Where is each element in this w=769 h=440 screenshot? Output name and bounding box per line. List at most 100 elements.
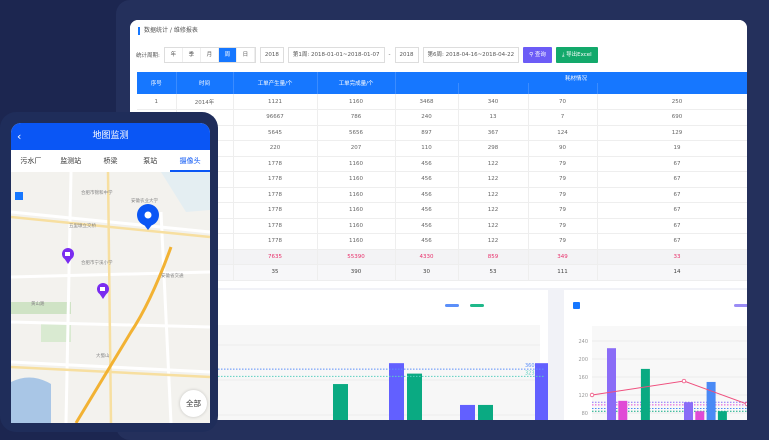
reference-label: 323 [525,370,535,376]
table-cell: 456 [395,218,459,234]
period-day[interactable]: 日 [237,48,255,62]
table-cell: 4330 [395,249,459,265]
table-cell: 122 [458,202,529,219]
breadcrumb: 数据统计 / 维修报表 [138,27,198,35]
table-row: 220 207 110 298 90 19 [137,140,747,157]
table-row: 1778 1160 456 122 79 67 [137,233,747,250]
y-tick-label: 160 [578,375,588,381]
work-order-chart: 360 323 [215,290,548,420]
table-cell: 111 [528,264,598,281]
show-all-button[interactable]: 全部 [180,390,207,417]
table-cell: 220 [233,140,318,157]
period-week[interactable]: 周 [218,48,237,62]
table-cell: 79 [528,156,598,172]
table-row: 1778 1160 456 122 79 67 [137,218,747,234]
camera-marker-icon[interactable] [97,283,109,299]
table-cell: 1121 [233,94,318,110]
table-row: 1778 1160 456 122 79 67 [137,202,747,219]
table-cell: 456 [395,156,459,172]
end-year-input[interactable]: 2018 [394,47,419,63]
period-quarter[interactable]: 季 [183,48,201,62]
end-week-select[interactable]: 第6周: 2018-04-16~2018-04-22 [422,47,520,63]
tab-monitoring-station[interactable]: 监测站 [60,157,82,165]
chevron-left-icon[interactable]: ‹ [17,130,22,143]
table-cell: 67 [597,171,747,188]
filter-label: 统计周期: [136,53,160,59]
svg-text:合肥市锦和中学: 合肥市锦和中学 [81,189,113,196]
bar [333,384,348,420]
export-excel-button[interactable]: ⤓ 导出Excel [555,47,598,63]
start-year-input[interactable]: 2018 [259,47,284,63]
svg-text:大蜀山: 大蜀山 [96,352,110,359]
table-cell: 298 [458,140,529,157]
table-cell: 96667 [233,109,318,126]
bar [607,348,616,420]
table-cell: 456 [395,187,459,203]
table-cell: 122 [458,156,529,172]
table-cell: 122 [458,187,529,203]
table-cell: 897 [395,125,459,141]
table-cell: 1778 [233,187,318,203]
table-cell: 2014年 [176,94,234,110]
search-icon: ⚲ [529,52,535,58]
table-cell: 7635 [233,249,318,265]
table-cell: 690 [597,109,747,126]
start-week-select[interactable]: 第1周: 2018-01-01~2018-01-07 [287,47,385,63]
download-icon: ⤓ [561,52,567,58]
period-month[interactable]: 月 [201,48,219,62]
trend-point [681,378,687,384]
table-cell: 14 [597,264,747,281]
table-cell: 390 [317,264,396,281]
table-cell: 1778 [233,202,318,219]
bar [478,404,493,420]
range-separator: - [388,52,391,58]
query-button[interactable]: ⚲ 查询 [523,47,552,63]
table-cell: 122 [458,218,529,234]
col-completed: 工单完成量/个 [317,72,396,94]
table-cell: 207 [317,140,396,157]
table-row: 1778 1160 456 122 79 67 [137,187,747,203]
table-cell: 1160 [317,156,396,172]
table-cell: 3468 [395,94,459,110]
col-created: 工单产生量/个 [233,72,318,94]
svg-text:黄山路: 黄山路 [31,300,45,307]
table-cell: 35 [233,264,318,281]
table-cell: 53 [458,264,529,281]
table-cell: 1160 [317,218,396,234]
bar [535,363,548,420]
table-cell: 70 [528,94,598,110]
table-cell: 67 [597,202,747,219]
expand-panel-button[interactable] [15,192,23,200]
subcol [395,83,459,94]
tab-sewage-plant[interactable]: 污水厂 [20,157,42,165]
phone-screen: ‹ 地图监测 污水厂 监测站 桥梁 泵站 摄像头 合肥市锦和中学安徽农业大学五里… [11,123,210,423]
average-row: 平均值35390305311114 [137,264,747,281]
table-cell: 349 [528,249,598,265]
chart-legend [734,304,747,307]
table-cell: 67 [597,156,747,172]
table-cell: 79 [528,171,598,188]
svg-text:五里墩立交桥: 五里墩立交桥 [69,222,96,229]
bar [460,404,475,420]
tab-camera[interactable]: 摄像头 [170,150,210,172]
table-cell: 30 [395,264,459,281]
table-cell: 1160 [317,233,396,250]
table-cell: 90 [528,140,598,157]
consumables-chart: 4080120160200240 [564,290,747,420]
location-marker[interactable] [137,204,159,230]
query-label: 查询 [534,52,546,58]
table-cell: 67 [597,233,747,250]
phone-header: ‹ 地图监测 [11,123,210,150]
camera-marker-icon[interactable] [62,248,74,264]
svg-text:安徽农业大学: 安徽农业大学 [131,197,158,204]
period-year[interactable]: 年 [165,48,183,62]
tab-pump-station[interactable]: 泵站 [143,157,158,165]
y-tick-label: 200 [578,357,588,363]
reference-label: 360 [525,363,535,369]
table-cell: 786 [317,109,396,126]
table-cell: 67 [597,187,747,203]
phone-title: 地图监测 [92,131,129,141]
export-label: 导出Excel [566,52,592,58]
tab-bridge[interactable]: 桥梁 [103,157,118,165]
